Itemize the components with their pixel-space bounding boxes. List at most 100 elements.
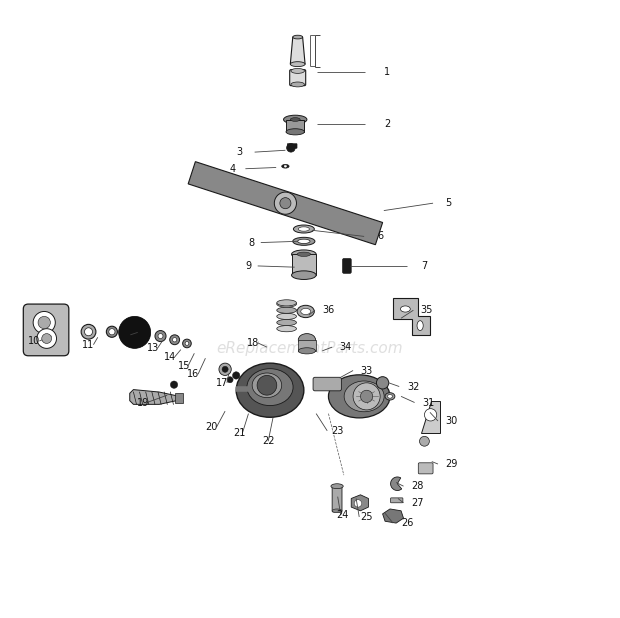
FancyBboxPatch shape [24, 304, 69, 356]
Ellipse shape [172, 337, 177, 342]
Text: 19: 19 [136, 397, 149, 407]
Circle shape [118, 316, 151, 349]
Ellipse shape [291, 69, 304, 74]
Ellipse shape [109, 329, 115, 335]
Text: 31: 31 [422, 397, 434, 407]
Circle shape [257, 376, 277, 395]
Text: 29: 29 [445, 459, 458, 469]
Ellipse shape [291, 250, 316, 258]
Polygon shape [188, 162, 383, 245]
Ellipse shape [293, 237, 315, 245]
Text: 17: 17 [216, 378, 228, 388]
Ellipse shape [252, 373, 281, 397]
Polygon shape [290, 37, 305, 64]
Text: 1: 1 [384, 67, 390, 77]
Bar [291, 254, 316, 275]
Ellipse shape [183, 339, 191, 348]
Circle shape [286, 143, 295, 152]
Bar [286, 119, 304, 132]
Polygon shape [383, 509, 404, 523]
FancyBboxPatch shape [287, 143, 297, 148]
Text: 33: 33 [360, 365, 373, 376]
Text: 9: 9 [246, 261, 252, 271]
Ellipse shape [281, 164, 289, 168]
Ellipse shape [298, 239, 310, 243]
Circle shape [42, 334, 51, 344]
Ellipse shape [247, 369, 293, 405]
Text: 30: 30 [445, 416, 458, 426]
Circle shape [232, 372, 240, 379]
Text: 12: 12 [119, 330, 131, 340]
FancyBboxPatch shape [332, 485, 342, 512]
Wedge shape [391, 477, 402, 491]
Text: 7: 7 [421, 261, 427, 271]
Polygon shape [130, 389, 177, 404]
Ellipse shape [277, 301, 296, 307]
Circle shape [33, 311, 55, 334]
Ellipse shape [301, 308, 311, 315]
Ellipse shape [298, 227, 309, 231]
Circle shape [170, 381, 178, 388]
Circle shape [353, 383, 380, 410]
Text: 4: 4 [230, 164, 236, 174]
Circle shape [227, 377, 233, 383]
Text: 23: 23 [332, 426, 344, 436]
Polygon shape [351, 495, 368, 511]
Bar [175, 393, 183, 403]
Ellipse shape [277, 307, 296, 313]
Ellipse shape [291, 271, 316, 279]
Polygon shape [393, 298, 430, 335]
FancyBboxPatch shape [313, 378, 342, 391]
Text: 34: 34 [340, 342, 352, 352]
Ellipse shape [158, 334, 163, 339]
Ellipse shape [298, 348, 316, 354]
Text: 25: 25 [360, 512, 373, 522]
Text: 35: 35 [421, 305, 433, 315]
Ellipse shape [332, 509, 342, 513]
Ellipse shape [297, 252, 311, 256]
Ellipse shape [185, 342, 189, 345]
Circle shape [38, 316, 50, 329]
Circle shape [274, 192, 296, 214]
Circle shape [425, 408, 436, 421]
Ellipse shape [155, 331, 166, 342]
Text: 11: 11 [82, 340, 95, 350]
Ellipse shape [291, 82, 304, 87]
Polygon shape [421, 401, 440, 433]
Text: 14: 14 [164, 352, 176, 362]
Text: 15: 15 [178, 360, 190, 371]
Ellipse shape [290, 117, 300, 121]
Ellipse shape [286, 129, 304, 135]
Ellipse shape [329, 375, 390, 418]
Text: 21: 21 [233, 428, 246, 438]
Ellipse shape [297, 305, 314, 318]
Circle shape [354, 500, 361, 507]
Circle shape [37, 329, 56, 349]
Ellipse shape [84, 328, 92, 336]
Ellipse shape [236, 363, 304, 417]
Ellipse shape [293, 225, 314, 233]
Ellipse shape [277, 320, 296, 326]
Ellipse shape [170, 335, 180, 345]
Text: 2: 2 [384, 119, 390, 129]
Text: 26: 26 [401, 518, 414, 528]
Text: eReplacementParts.com: eReplacementParts.com [216, 342, 404, 357]
Text: 3: 3 [236, 147, 242, 157]
Ellipse shape [331, 484, 343, 489]
Ellipse shape [401, 306, 410, 312]
Text: 20: 20 [205, 422, 218, 432]
Ellipse shape [277, 300, 296, 306]
Circle shape [219, 363, 231, 376]
Ellipse shape [293, 35, 303, 39]
Ellipse shape [283, 115, 307, 124]
Circle shape [222, 366, 228, 373]
Bar [298, 340, 316, 351]
Ellipse shape [298, 334, 316, 346]
Ellipse shape [277, 326, 296, 332]
Ellipse shape [81, 324, 96, 339]
FancyBboxPatch shape [343, 258, 351, 273]
Ellipse shape [344, 381, 384, 412]
Ellipse shape [417, 321, 423, 331]
Circle shape [420, 436, 430, 446]
Text: 6: 6 [378, 231, 384, 242]
